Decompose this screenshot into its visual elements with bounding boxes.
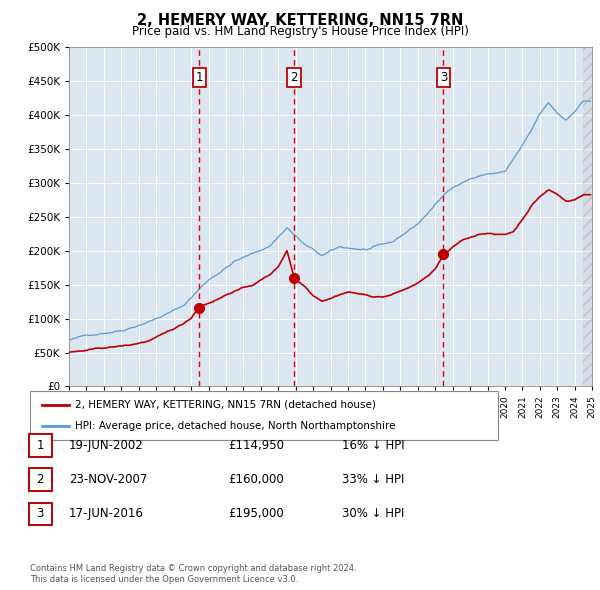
Text: 33% ↓ HPI: 33% ↓ HPI <box>342 473 404 486</box>
Text: Contains HM Land Registry data © Crown copyright and database right 2024.: Contains HM Land Registry data © Crown c… <box>30 565 356 573</box>
Bar <box>583 47 592 386</box>
Text: 3: 3 <box>440 71 447 84</box>
Text: 30% ↓ HPI: 30% ↓ HPI <box>342 507 404 520</box>
Text: 2, HEMERY WAY, KETTERING, NN15 7RN (detached house): 2, HEMERY WAY, KETTERING, NN15 7RN (deta… <box>75 399 376 409</box>
Text: 2: 2 <box>290 71 298 84</box>
Text: Price paid vs. HM Land Registry's House Price Index (HPI): Price paid vs. HM Land Registry's House … <box>131 25 469 38</box>
Text: 19-JUN-2002: 19-JUN-2002 <box>69 439 144 452</box>
Text: 2, HEMERY WAY, KETTERING, NN15 7RN: 2, HEMERY WAY, KETTERING, NN15 7RN <box>137 13 463 28</box>
Text: 3: 3 <box>37 507 44 520</box>
Text: 1: 1 <box>37 439 44 452</box>
Text: 23-NOV-2007: 23-NOV-2007 <box>69 473 148 486</box>
Text: HPI: Average price, detached house, North Northamptonshire: HPI: Average price, detached house, Nort… <box>75 421 395 431</box>
Bar <box>583 47 592 386</box>
Text: This data is licensed under the Open Government Licence v3.0.: This data is licensed under the Open Gov… <box>30 575 298 584</box>
Text: 17-JUN-2016: 17-JUN-2016 <box>69 507 144 520</box>
Text: 16% ↓ HPI: 16% ↓ HPI <box>342 439 404 452</box>
Text: £160,000: £160,000 <box>228 473 284 486</box>
Text: £195,000: £195,000 <box>228 507 284 520</box>
Text: 2: 2 <box>37 473 44 486</box>
Text: 1: 1 <box>196 71 203 84</box>
Text: £114,950: £114,950 <box>228 439 284 452</box>
